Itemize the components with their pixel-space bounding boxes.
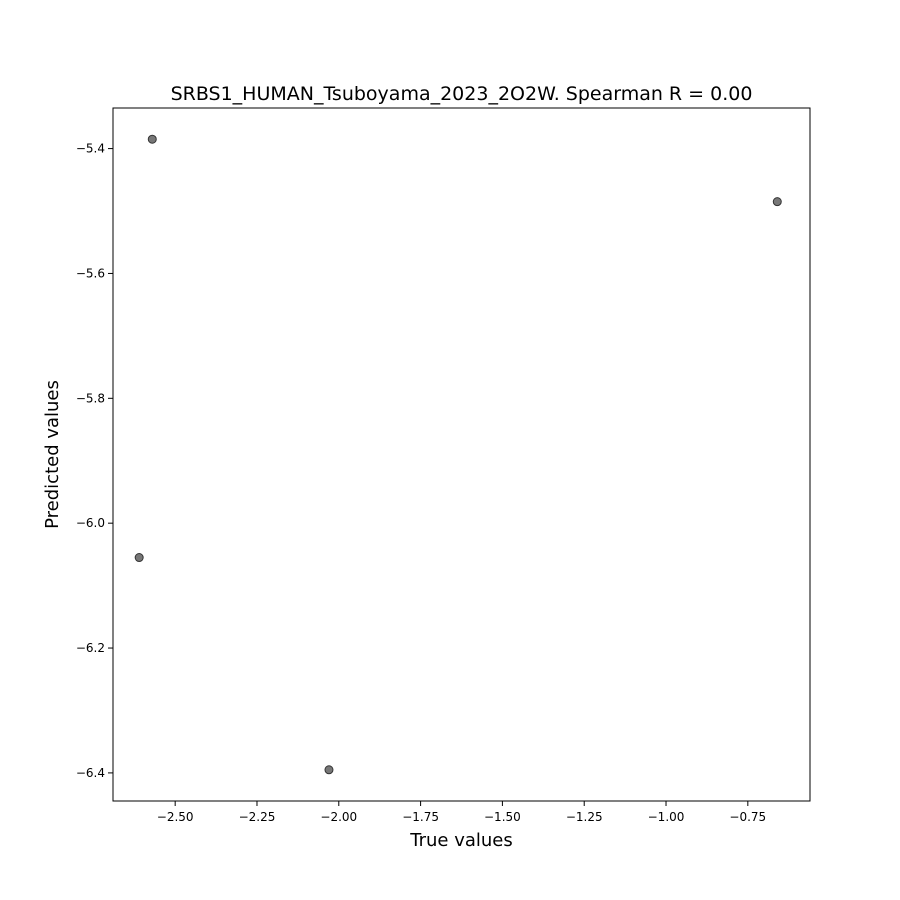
x-tick-label: −1.00 xyxy=(648,810,685,824)
y-tick-label: −6.0 xyxy=(76,516,105,530)
y-axis-ticks: −5.4 −5.6 −5.8 −6.0 −6.2 −6.4 xyxy=(76,142,113,780)
data-point xyxy=(772,197,782,207)
y-tick-label: −5.6 xyxy=(76,266,105,280)
x-axis-ticks: −2.50 −2.25 −2.00 −1.75 −1.50 −1.25 −1.00 −0.75 xyxy=(157,801,766,824)
data-point xyxy=(134,553,144,563)
data-point xyxy=(147,134,157,144)
plot-frame xyxy=(112,107,811,802)
chart-title: SRBS1_HUMAN_Tsuboyama_2023_2O2W. Spearma… xyxy=(171,83,753,105)
y-tick-label: −6.4 xyxy=(76,766,105,780)
y-tick-label: −5.8 xyxy=(76,391,105,405)
y-tick-label: −5.4 xyxy=(76,142,105,156)
data-points xyxy=(134,134,782,775)
y-tick-label: −6.2 xyxy=(76,641,105,655)
x-tick-label: −0.75 xyxy=(729,810,766,824)
x-tick-label: −2.25 xyxy=(239,810,276,824)
x-tick-label: −1.75 xyxy=(402,810,439,824)
y-axis-label: Predicted values xyxy=(42,380,63,529)
x-tick-label: −1.50 xyxy=(484,810,521,824)
x-tick-label: −2.50 xyxy=(157,810,194,824)
x-axis-label: True values xyxy=(409,830,513,851)
data-point xyxy=(324,765,334,775)
x-tick-label: −1.25 xyxy=(566,810,603,824)
x-tick-label: −2.00 xyxy=(320,810,357,824)
